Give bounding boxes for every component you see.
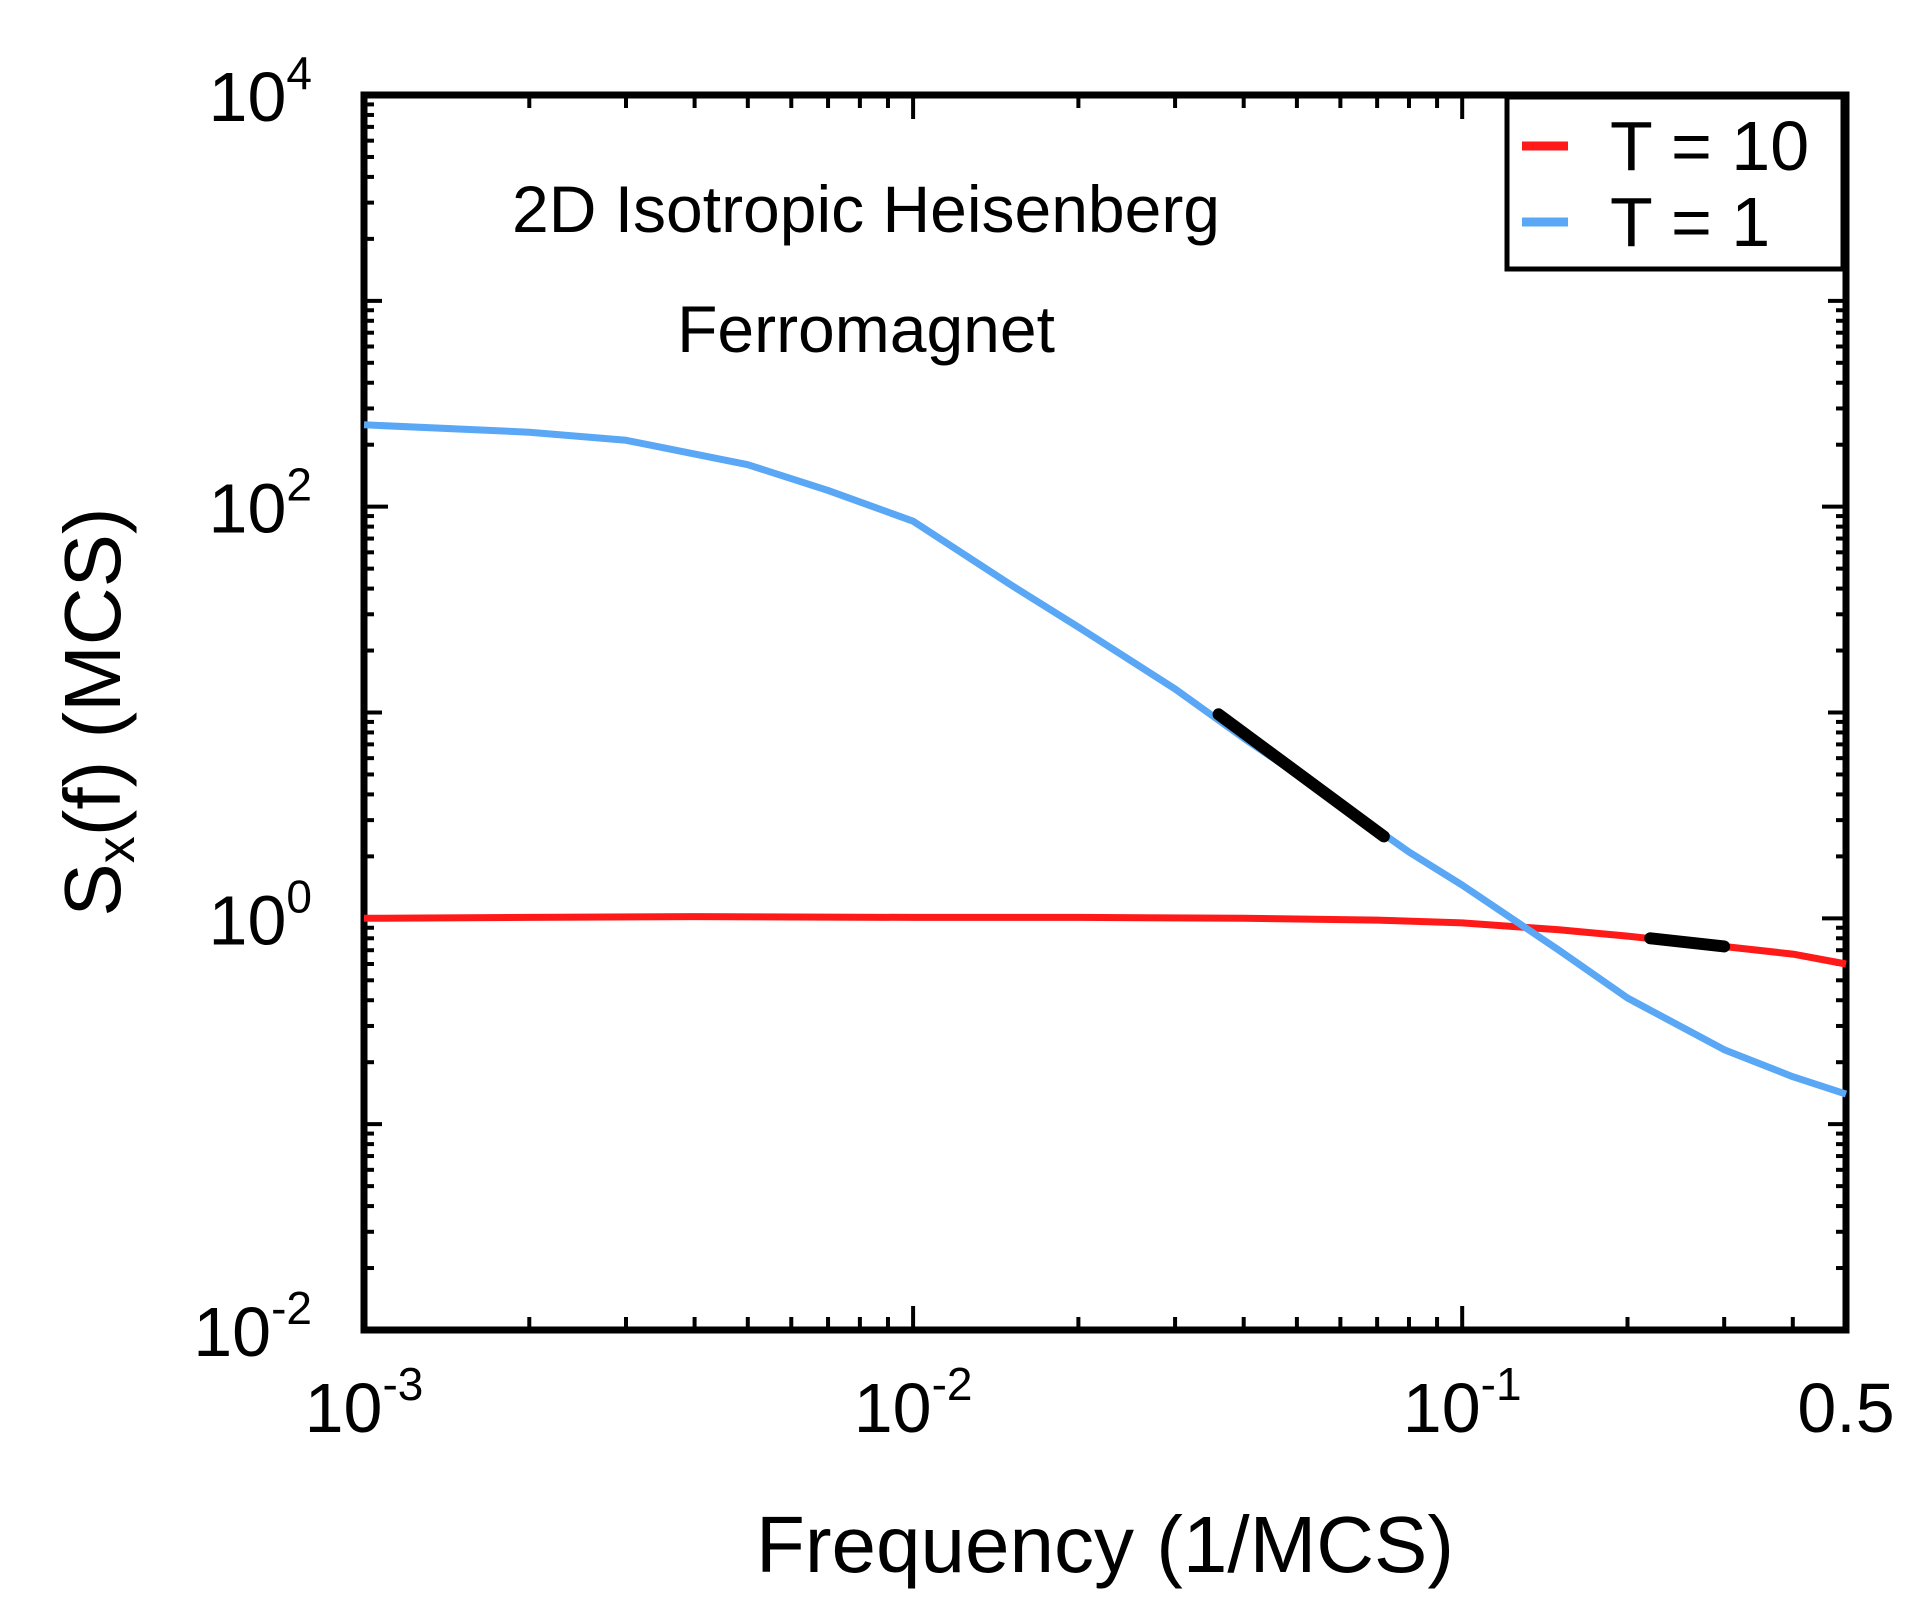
y-tick-label: 102 — [209, 459, 312, 548]
x-axis-label: Frequency (1/MCS) — [756, 1500, 1454, 1589]
legend-label-t1: T = 1 — [1610, 183, 1770, 261]
legend-label-t10: T = 10 — [1610, 107, 1809, 185]
y-axis-label-rest: (f) (MCS) — [48, 507, 137, 836]
annotation-line-1: 2D Isotropic Heisenberg — [512, 172, 1220, 246]
y-tick-label: 100 — [209, 870, 312, 959]
x-tick-label: 0.5 — [1797, 1369, 1894, 1447]
y-axis-label-sub: x — [86, 836, 146, 863]
legend: T = 10 T = 1 — [1504, 94, 1846, 272]
fit-segment-1 — [1212, 708, 1390, 843]
x-tick-label: 10-3 — [305, 1358, 424, 1447]
y-tick-label: 104 — [209, 47, 312, 136]
svg-text:Sx(f) (MCS): Sx(f) (MCS) — [48, 507, 146, 916]
annotation-line-2: Ferromagnet — [677, 292, 1055, 366]
legend-box — [1504, 94, 1846, 272]
y-axis-label: Sx(f) (MCS) — [48, 507, 146, 916]
plot-frame — [360, 91, 1850, 1334]
y-tick-label: 10-2 — [193, 1282, 312, 1371]
x-tick-label: 10-1 — [1403, 1358, 1522, 1447]
y-axis-label-base: S — [48, 863, 137, 916]
series-layer — [363, 421, 1848, 1098]
series-line-0 — [363, 913, 1847, 968]
series-line-1 — [363, 421, 1848, 1098]
fit-segment-0 — [1644, 932, 1731, 953]
x-tick-label: 10-2 — [854, 1358, 973, 1447]
